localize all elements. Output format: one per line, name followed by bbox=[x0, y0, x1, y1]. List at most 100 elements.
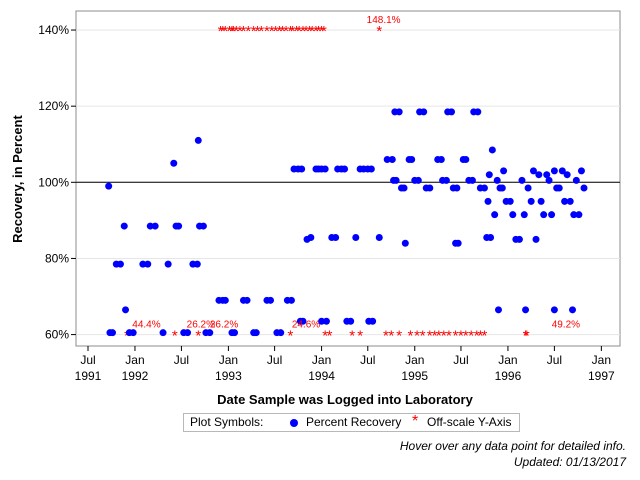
x-tick-year-label: 1997 bbox=[588, 369, 615, 383]
x-tick-month-label: Jan bbox=[498, 353, 517, 367]
off-scale-marker: * bbox=[245, 23, 251, 40]
recovery-point bbox=[442, 176, 450, 184]
recovery-point bbox=[375, 234, 383, 242]
x-tick-month-label: Jul bbox=[80, 353, 95, 367]
recovery-point bbox=[532, 235, 540, 243]
recovery-point bbox=[146, 222, 154, 230]
off-scale-marker: * bbox=[303, 23, 309, 40]
recovery-point bbox=[199, 222, 207, 230]
recovery-point bbox=[193, 260, 201, 268]
off-scale-value-label: 26.2% bbox=[210, 320, 238, 331]
off-scale-marker: * bbox=[288, 23, 294, 40]
off-scale-marker: * bbox=[463, 328, 469, 345]
off-scale-marker: * bbox=[474, 328, 480, 345]
off-scale-marker: * bbox=[237, 23, 243, 40]
recovery-point bbox=[369, 317, 377, 325]
x-tick-month-label: Jul bbox=[174, 353, 189, 367]
x-tick-month-label: Jan bbox=[219, 353, 238, 367]
off-scale-marker: * bbox=[241, 23, 247, 40]
recovery-point bbox=[550, 306, 558, 314]
off-scale-marker: * bbox=[319, 23, 325, 40]
x-axis-title: Date Sample was Logged into Laboratory bbox=[217, 392, 473, 407]
legend-label-offscale: Off-scale Y-Axis bbox=[427, 415, 512, 429]
recovery-point bbox=[454, 239, 462, 247]
x-tick-month-label: Jul bbox=[453, 353, 468, 367]
recovery-point bbox=[491, 211, 499, 219]
off-scale-marker: * bbox=[313, 23, 319, 40]
recovery-point bbox=[518, 176, 526, 184]
off-scale-marker: * bbox=[322, 328, 328, 345]
recovery-point bbox=[299, 317, 307, 325]
recovery-point bbox=[448, 108, 456, 116]
x-tick-month-label: Jul bbox=[547, 353, 562, 367]
off-scale-marker: * bbox=[407, 328, 413, 345]
off-scale-marker: * bbox=[283, 23, 289, 40]
recovery-point bbox=[577, 167, 585, 175]
hover-note: Hover over any data point for detailed i… bbox=[399, 439, 626, 453]
recovery-point bbox=[474, 108, 482, 116]
off-scale-marker: * bbox=[255, 23, 261, 40]
off-scale-marker: * bbox=[446, 328, 452, 345]
recovery-point bbox=[543, 171, 551, 179]
recovery-point bbox=[221, 296, 229, 304]
off-scale-marker: * bbox=[383, 328, 389, 345]
recovery-point bbox=[322, 317, 330, 325]
legend-title: Plot Symbols: bbox=[190, 415, 264, 429]
recovery-point bbox=[383, 155, 391, 163]
off-scale-value-label: 49.2% bbox=[552, 320, 580, 331]
legend: Plot Symbols: Percent Recovery * Off-sca… bbox=[183, 413, 520, 432]
off-scale-marker: * bbox=[427, 328, 433, 345]
off-scale-marker: * bbox=[296, 23, 302, 40]
recovery-point bbox=[321, 165, 329, 173]
off-scale-markers: ****** * *** * ******************** ** * * * ** * *… bbox=[124, 23, 530, 345]
off-scale-marker: * bbox=[269, 23, 275, 40]
recovery-point bbox=[493, 176, 501, 184]
x-tick-year-label: 1991 bbox=[75, 369, 102, 383]
recovery-point bbox=[139, 260, 147, 268]
recovery-point bbox=[395, 108, 403, 116]
off-scale-marker: * bbox=[441, 328, 447, 345]
off-scale-marker: * bbox=[277, 23, 283, 40]
off-scale-value-label: 148.1% bbox=[367, 15, 401, 26]
off-scale-marker: * bbox=[230, 23, 236, 40]
off-scale-marker: * bbox=[288, 328, 294, 345]
legend-dot-icon bbox=[290, 419, 298, 427]
recovery-markers bbox=[105, 108, 588, 337]
recovery-point bbox=[341, 165, 349, 173]
recovery-point bbox=[468, 176, 476, 184]
off-scale-marker: * bbox=[222, 23, 228, 40]
off-scale-marker: * bbox=[376, 23, 382, 40]
recovery-point bbox=[414, 176, 422, 184]
legend-label-recovery: Percent Recovery bbox=[306, 415, 402, 429]
off-scale-marker: * bbox=[195, 328, 201, 345]
recovery-point bbox=[120, 222, 128, 230]
recovery-point bbox=[480, 184, 488, 192]
off-scale-marker: * bbox=[436, 328, 442, 345]
off-scale-marker: * bbox=[309, 23, 315, 40]
recovery-point bbox=[545, 176, 553, 184]
off-scale-marker: * bbox=[294, 23, 300, 40]
recovery-point bbox=[367, 165, 375, 173]
x-tick-year-label: 1992 bbox=[122, 369, 149, 383]
recovery-point bbox=[462, 155, 470, 163]
recovery-point bbox=[318, 317, 326, 325]
off-scale-marker: * bbox=[280, 23, 286, 40]
off-scale-marker: * bbox=[264, 23, 270, 40]
y-tick-label: 100% bbox=[38, 175, 69, 189]
recovery-point bbox=[509, 211, 517, 219]
updated-note: Updated: 01/13/2017 bbox=[513, 455, 626, 469]
recovery-point bbox=[550, 167, 558, 175]
recovery-point bbox=[494, 306, 502, 314]
recovery-point bbox=[116, 260, 124, 268]
off-scale-marker: * bbox=[327, 328, 333, 345]
recovery-point bbox=[488, 146, 496, 154]
off-scale-marker: * bbox=[290, 23, 296, 40]
x-tick-year-label: 1995 bbox=[401, 369, 428, 383]
off-scale-marker: * bbox=[524, 328, 530, 345]
recovery-point bbox=[206, 329, 214, 337]
recovery-point bbox=[563, 171, 571, 179]
recovery-point bbox=[485, 171, 493, 179]
recovery-point bbox=[298, 165, 306, 173]
recovery-point bbox=[243, 296, 251, 304]
off-scale-marker: * bbox=[273, 23, 279, 40]
